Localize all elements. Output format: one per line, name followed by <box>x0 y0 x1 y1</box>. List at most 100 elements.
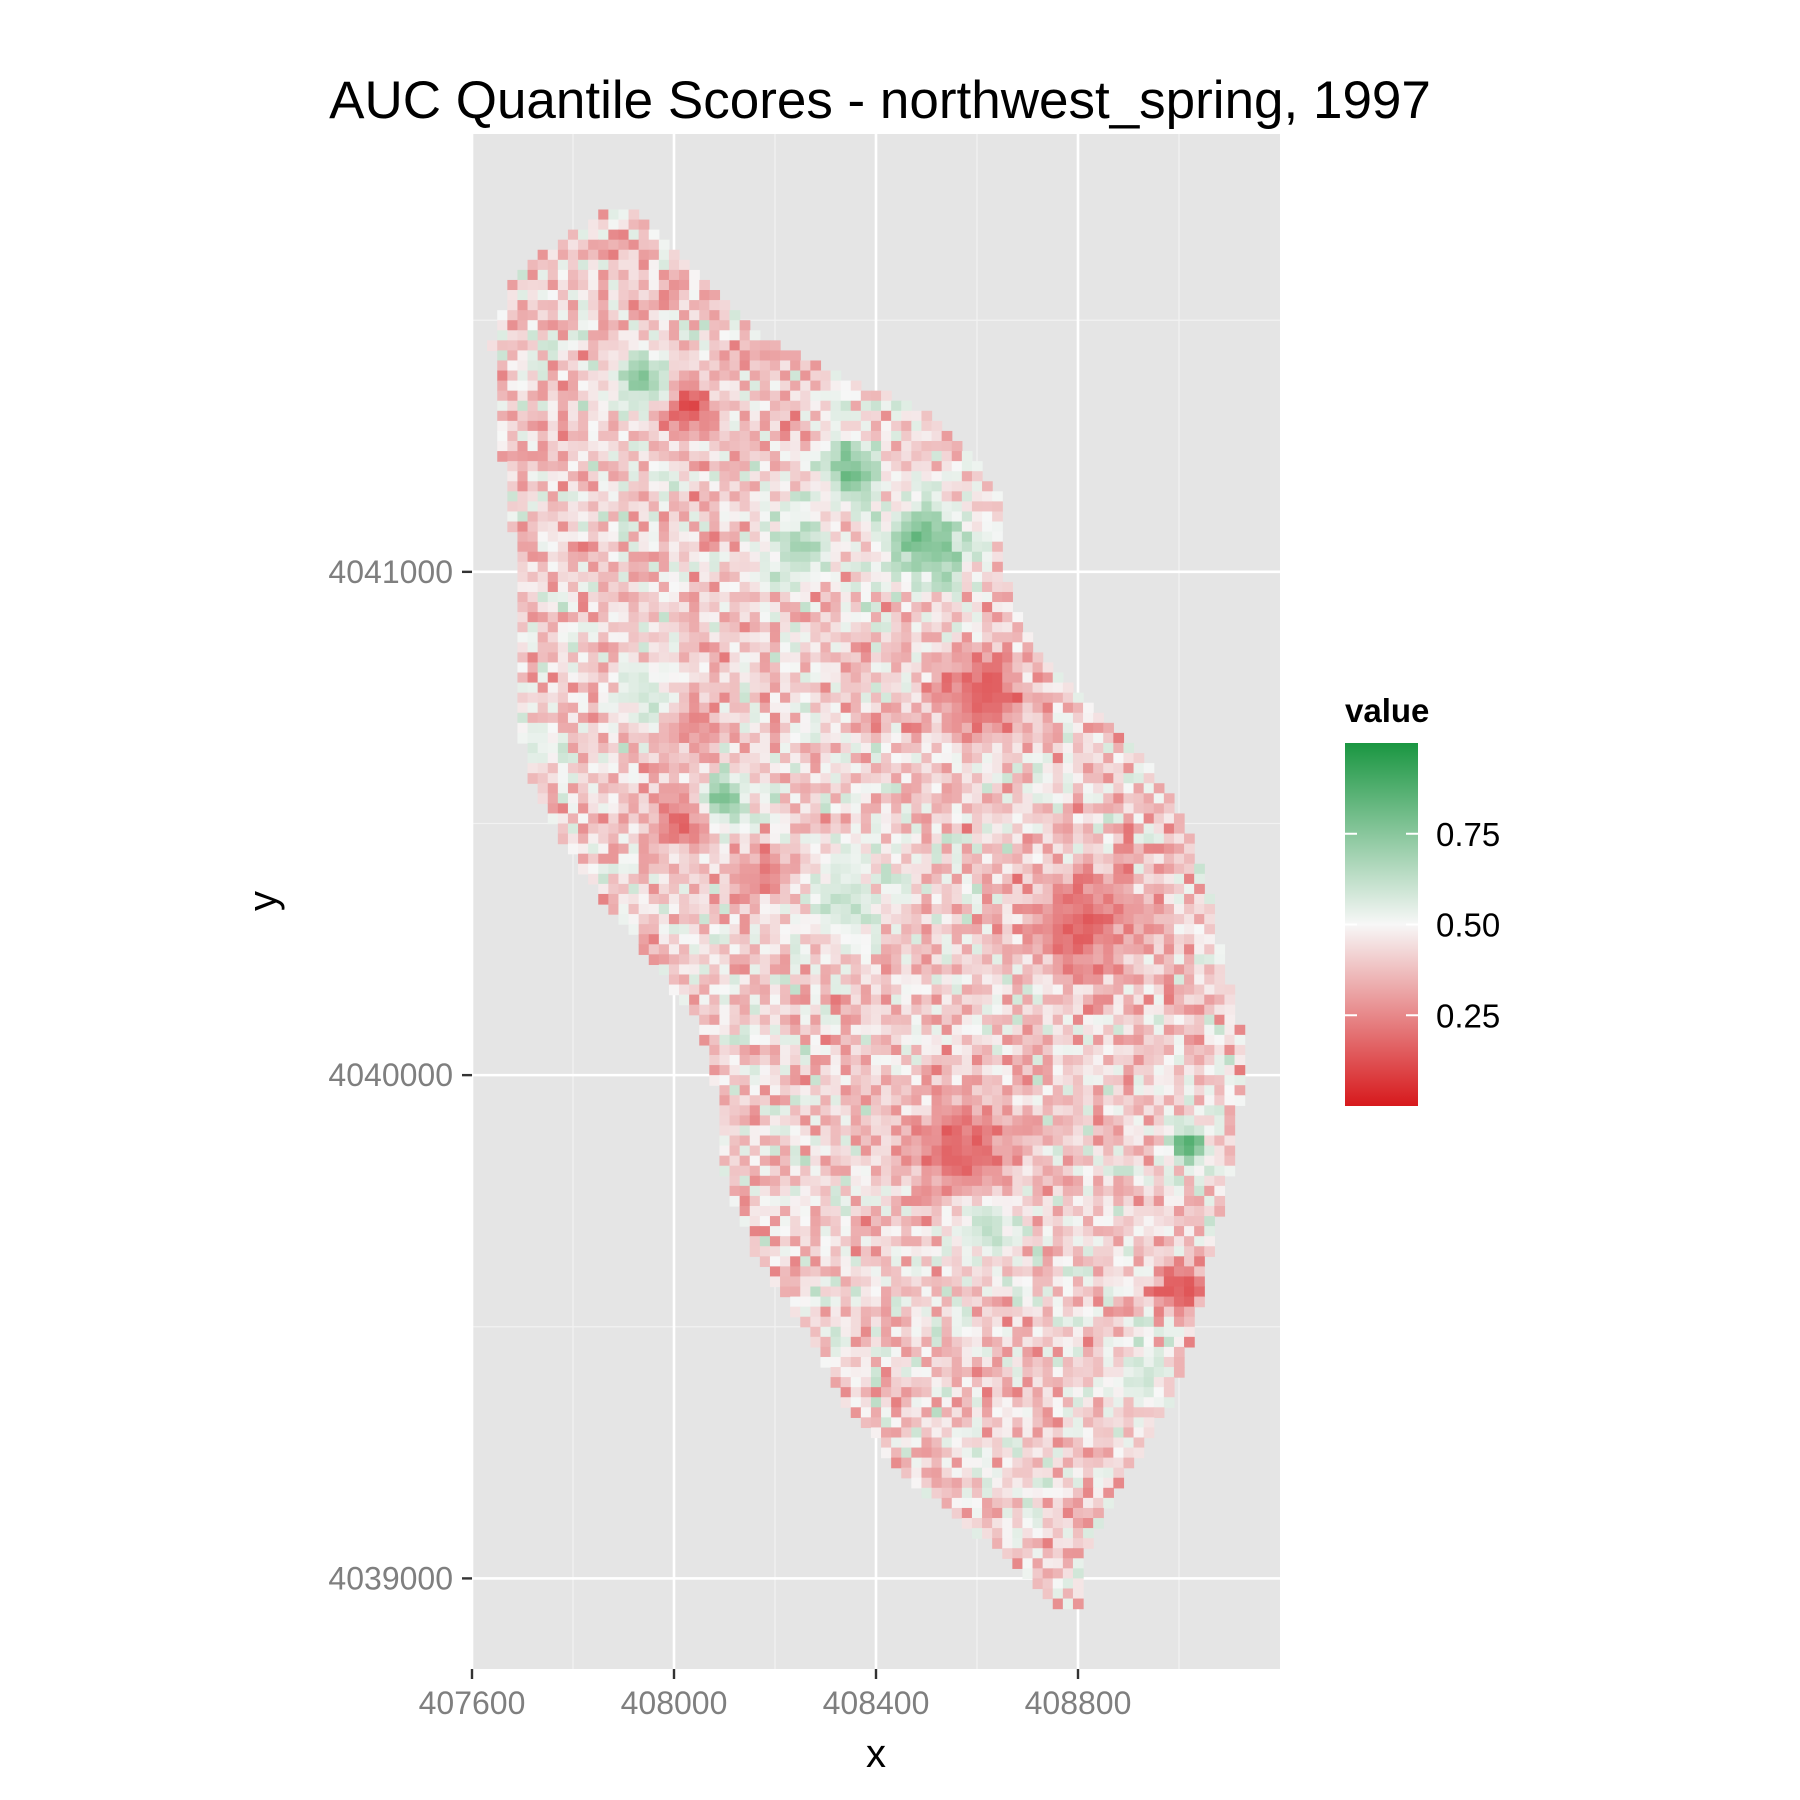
heatmap-cell <box>628 893 640 905</box>
heatmap-cell <box>1184 873 1195 885</box>
heatmap-cell <box>1032 994 1044 1006</box>
heatmap-cell <box>1214 1155 1226 1167</box>
heatmap-cell <box>780 1044 791 1056</box>
heatmap-cell <box>800 883 811 895</box>
heatmap-cell <box>1123 1165 1135 1177</box>
heatmap-cell <box>881 1095 892 1106</box>
heatmap-cell <box>830 501 842 513</box>
heatmap-cell <box>739 330 751 341</box>
heatmap-cell <box>709 793 721 804</box>
heatmap-cell <box>1032 873 1044 885</box>
heatmap-cell <box>810 581 822 593</box>
heatmap-cell <box>527 642 539 653</box>
heatmap-cell <box>638 632 650 643</box>
heatmap-cell <box>638 722 650 734</box>
heatmap-cell <box>618 441 630 452</box>
heatmap-cell <box>628 712 640 724</box>
heatmap-cell <box>689 581 700 593</box>
heatmap-cell <box>1093 763 1104 774</box>
heatmap-cell <box>719 783 731 794</box>
heatmap-cell <box>517 632 529 643</box>
heatmap-cell <box>769 1125 781 1137</box>
heatmap-cell <box>992 1216 1003 1227</box>
heatmap-cell <box>608 400 620 412</box>
heatmap-cell <box>830 1155 842 1167</box>
heatmap-cell <box>961 1155 973 1167</box>
heatmap-cell <box>1194 974 1205 986</box>
heatmap-cell <box>1083 974 1094 986</box>
heatmap-cell <box>628 340 640 352</box>
heatmap-cell <box>608 753 620 764</box>
heatmap-cell <box>527 430 539 442</box>
heatmap-cell <box>1012 773 1024 784</box>
heatmap-cell <box>1002 813 1013 825</box>
heatmap-cell <box>901 773 912 784</box>
heatmap-cell <box>941 914 953 925</box>
heatmap-cell <box>1042 1125 1054 1137</box>
heatmap-cell <box>729 561 741 573</box>
heatmap-cell <box>739 1004 751 1016</box>
heatmap-cell <box>1072 712 1084 724</box>
heatmap-cell <box>820 541 832 553</box>
heatmap-cell <box>1224 1125 1236 1137</box>
heatmap-cell <box>810 632 822 643</box>
heatmap-cell <box>881 1135 892 1147</box>
heatmap-cell <box>628 612 640 623</box>
heatmap-cell <box>941 1246 953 1257</box>
heatmap-cell <box>830 823 842 835</box>
heatmap-cell <box>941 622 953 633</box>
heatmap-cell <box>759 632 771 643</box>
heatmap-cell <box>1194 934 1205 945</box>
heatmap-cell <box>840 551 852 563</box>
heatmap-cell <box>911 1075 923 1086</box>
heatmap-cell <box>557 742 569 754</box>
heatmap-cell <box>840 793 852 804</box>
heatmap-cell <box>1052 1085 1064 1096</box>
heatmap-cell <box>840 461 852 472</box>
heatmap-cell <box>860 551 872 563</box>
heatmap-cell <box>1184 1195 1195 1207</box>
heatmap-cell <box>588 843 599 855</box>
heatmap-cell <box>1214 984 1226 996</box>
heatmap-cell <box>1083 833 1094 845</box>
heatmap-cell <box>769 1236 781 1247</box>
heatmap-cell <box>860 1246 872 1257</box>
heatmap-cell <box>749 1044 761 1056</box>
heatmap-cell <box>679 561 690 573</box>
heatmap-cell <box>830 944 842 955</box>
heatmap-cell <box>1123 1246 1135 1257</box>
heatmap-cell <box>830 1085 842 1096</box>
heatmap-cell <box>578 672 589 684</box>
heatmap-cell <box>931 551 943 563</box>
heatmap-cell <box>618 471 630 482</box>
heatmap-cell <box>648 330 660 341</box>
heatmap-cell <box>1143 873 1155 885</box>
heatmap-cell <box>800 1226 811 1237</box>
heatmap-cell <box>1133 883 1145 895</box>
heatmap-cell <box>699 974 710 986</box>
heatmap-cell <box>982 1155 993 1167</box>
heatmap-cell <box>699 732 710 744</box>
heatmap-cell <box>921 702 933 714</box>
heatmap-cell <box>729 883 741 895</box>
heatmap-cell <box>487 340 498 352</box>
heatmap-cell <box>971 1155 983 1167</box>
heatmap-cell <box>769 924 781 935</box>
heatmap-cell <box>769 581 781 593</box>
heatmap-cell <box>1153 1236 1165 1247</box>
heatmap-cell <box>1204 1115 1215 1127</box>
heatmap-cell <box>709 481 721 492</box>
heatmap-cell <box>931 1044 943 1056</box>
heatmap-cell <box>759 340 771 352</box>
heatmap-cell <box>921 1024 933 1036</box>
heatmap-cell <box>961 984 973 996</box>
heatmap-cell <box>1234 1024 1246 1036</box>
heatmap-cell <box>1173 944 1185 955</box>
heatmap-cell <box>971 591 983 603</box>
heatmap-cell <box>921 753 933 764</box>
heatmap-cell <box>567 763 579 774</box>
heatmap-cell <box>982 944 993 955</box>
heatmap-cell <box>800 722 811 734</box>
heatmap-cell <box>1022 773 1034 784</box>
heatmap-cell <box>951 521 963 533</box>
